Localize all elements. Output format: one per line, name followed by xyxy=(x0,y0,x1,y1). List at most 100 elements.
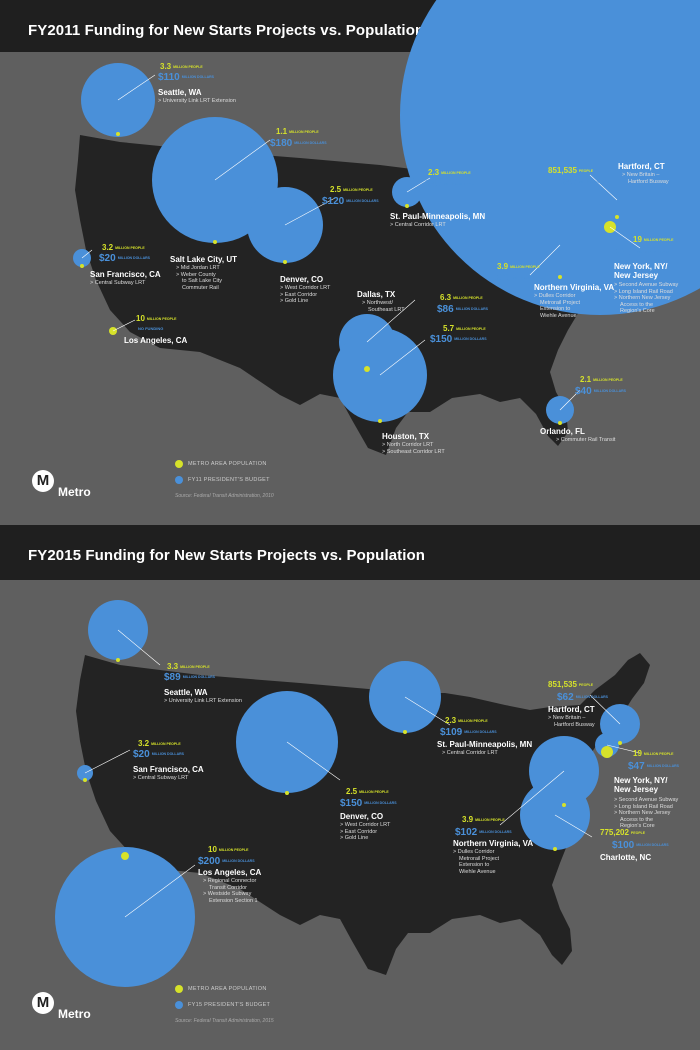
stpaul-name: St. Paul-Minneapolis, MN xyxy=(437,740,533,749)
seattle-fund: $110 MILLION DOLLARS xyxy=(158,72,214,83)
ny-sub: > Second Avenue Subway > Long Island Rail… xyxy=(614,797,679,829)
dot-stpaul xyxy=(405,204,409,208)
sf-fund: $20 MILLION DOLLARS xyxy=(133,749,184,760)
dot-denver xyxy=(283,260,287,264)
source: Source: Federal Transit Administration, … xyxy=(175,1018,274,1024)
dot-denver xyxy=(285,791,289,795)
hartford-sub: > New Britain – Hartford Busway xyxy=(548,715,595,728)
orlando-fund: $40 MILLION DOLLARS xyxy=(575,386,626,397)
nova-fund: $96 MILLION DOLLARS xyxy=(494,273,545,284)
sf-pop: 3.2 MILLION PEOPLE xyxy=(102,243,145,252)
seattle-name: Seattle, WA xyxy=(158,88,202,97)
metro-logo-text: Metro xyxy=(58,1007,91,1021)
denver-pop: 2.5 MILLION PEOPLE xyxy=(346,787,389,796)
sf-sub: > Central Subway LRT xyxy=(90,280,146,286)
dot-hartford xyxy=(618,741,622,745)
nova-pop: 3.9 MILLION PEOPLE xyxy=(497,262,540,271)
legend-budget-dot xyxy=(175,1001,183,1009)
dot-orlando xyxy=(558,421,562,425)
hartford-name: Hartford, CT xyxy=(548,705,595,714)
dallas-name: Dallas, TX xyxy=(357,290,396,299)
ny-fund: $47 MILLION DOLLARS xyxy=(628,761,679,772)
ny-name: New York, NY/ xyxy=(614,776,668,785)
charlotte-fund: $100 MILLION DOLLARS xyxy=(612,840,669,851)
dot-seattle xyxy=(116,658,120,662)
orlando-sub: > Commuter Rail Transit xyxy=(556,437,616,443)
slc-sub: > Mid Jordan LRT > Weber County to Salt La… xyxy=(176,265,223,291)
legend-pop: METRO AREA POPULATION xyxy=(188,461,267,467)
stpaul-fund: $45 MILLION DOLLARS xyxy=(425,179,476,190)
stpaul-sub: > Central Corridor LRT xyxy=(442,750,498,756)
stpaul-fund: $109 MILLION DOLLARS xyxy=(440,727,497,738)
dot-charlotte xyxy=(553,847,557,851)
dot-ny xyxy=(601,746,613,758)
dot-houston xyxy=(378,419,382,423)
sf-pop: 3.2 MILLION PEOPLE xyxy=(138,739,181,748)
slc-pop: 1.1 MILLION PEOPLE xyxy=(276,127,319,136)
seattle-sub: > University Link LRT Extension xyxy=(158,98,236,104)
ny-name2: New Jersey xyxy=(614,271,659,280)
seattle-pop: 3.3 MILLION PEOPLE xyxy=(160,62,203,71)
seattle-fund: $89 MILLION DOLLARS xyxy=(164,672,215,683)
sf-name: San Francisco, CA xyxy=(90,270,161,279)
sf-name: San Francisco, CA xyxy=(133,765,204,774)
nova-sub: > Dulles Corridor Metrorail Project Extens… xyxy=(453,849,500,875)
legend-budget: FY11 PRESIDENT'S BUDGET xyxy=(188,477,270,483)
denver-pop: 2.5 MILLION PEOPLE xyxy=(330,185,373,194)
metro-logo-icon: M xyxy=(32,992,54,1014)
houston-fund: $150 MILLION DOLLARS xyxy=(430,334,487,345)
denver-fund: $120 MILLION DOLLARS xyxy=(322,196,379,207)
dot-nova xyxy=(558,275,562,279)
legend-budget: FY15 PRESIDENT'S BUDGET xyxy=(188,1002,271,1008)
dallas-pop: 6.3 MILLION PEOPLE xyxy=(440,293,483,302)
stpaul-sub: > Central Corridor LRT xyxy=(390,222,446,228)
sf-sub: > Central Subway LRT xyxy=(133,775,189,781)
us-map xyxy=(73,0,700,455)
ny-name: New York, NY/ xyxy=(614,262,668,271)
la-fund: $200 MILLION DOLLARS xyxy=(198,856,255,867)
stpaul-name: St. Paul-Minneapolis, MN xyxy=(390,212,486,221)
ny-pop: 19 MILLION PEOPLE xyxy=(633,749,674,758)
panel-title: FY2015 Funding for New Starts Projects v… xyxy=(28,547,426,564)
dot-hartford xyxy=(615,215,619,219)
panel-fy2015: FY2015 Funding for New Starts Projects v… xyxy=(0,525,700,1050)
nova-pop: 3.9 MILLION PEOPLE xyxy=(462,815,505,824)
dot-sf xyxy=(83,778,87,782)
dot-slc xyxy=(213,240,217,244)
us-landmass xyxy=(76,653,650,975)
slc-name: Salt Lake City, UT xyxy=(170,255,237,264)
denver-sub: > West Corridor LRT > East Corridor > Gold… xyxy=(340,822,391,841)
hartford-pop: 851,535 PEOPLE xyxy=(548,680,594,689)
la-nofund: NO FUNDING xyxy=(138,326,164,331)
nova-name: Northern Virginia, VA xyxy=(453,839,534,848)
hartford-fund: $45 MILLION DOLLARS xyxy=(560,177,611,188)
hartford-fund: $62 MILLION DOLLARS xyxy=(557,692,608,703)
metro-logo-text: Metro xyxy=(58,485,91,499)
nova-name: Northern Virginia, VA xyxy=(534,283,615,292)
dallas-fund: $86 MILLION DOLLARS xyxy=(437,304,488,315)
stpaul-pop: 2.3 MILLION PEOPLE xyxy=(445,716,488,725)
legend-pop: METRO AREA POPULATION xyxy=(188,986,267,992)
houston-name: Houston, TX xyxy=(382,432,430,441)
dallas-sub: > Northwest/Southeast LRT xyxy=(362,300,405,313)
la-name: Los Angeles, CA xyxy=(124,336,188,345)
charlotte-name: Charlotte, NC xyxy=(600,853,652,862)
metro-logo-icon: M xyxy=(32,470,54,492)
charlotte-pop: 775,202 PEOPLE xyxy=(600,828,646,837)
population-dots xyxy=(83,658,622,860)
bubble-ny xyxy=(400,0,700,315)
seattle-name: Seattle, WA xyxy=(164,688,208,697)
hartford-sub: > New Britain – Hartford Busway xyxy=(622,172,669,185)
ny-name2: New Jersey xyxy=(614,785,659,794)
slc-fund: $180 MILLION DOLLARS xyxy=(270,138,327,149)
sf-fund: $20 MILLION DOLLARS xyxy=(99,253,150,264)
panel-fy2011: FY2011 Funding for New Starts Projects v… xyxy=(0,0,700,525)
la-sub: > Regional Connector Transit Corridor > We… xyxy=(203,878,258,904)
la-name: Los Angeles, CA xyxy=(198,868,262,877)
orlando-pop: 2.1 MILLION PEOPLE xyxy=(580,375,623,384)
la-pop: 10 MILLION PEOPLE xyxy=(208,845,249,854)
legend-pop-dot xyxy=(175,460,183,468)
denver-sub: > West Corridor LRT > East Corridor > Gold… xyxy=(280,285,331,304)
dot-dallas xyxy=(364,366,370,372)
dot-sf xyxy=(80,264,84,268)
